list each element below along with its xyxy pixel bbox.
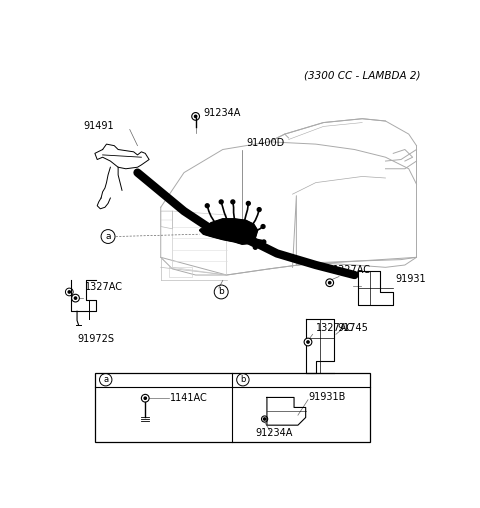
Text: 1327AC: 1327AC [85, 281, 123, 292]
Text: a: a [105, 232, 111, 241]
Text: 91400D: 91400D [246, 138, 284, 148]
Circle shape [262, 416, 268, 422]
Circle shape [307, 341, 309, 343]
Text: 1141AC: 1141AC [170, 393, 208, 403]
Text: 91745: 91745 [337, 323, 368, 333]
Text: 91972S: 91972S [77, 334, 114, 344]
Text: 1327AC: 1327AC [333, 265, 371, 275]
Text: b: b [218, 288, 224, 297]
Text: a: a [103, 375, 108, 384]
Circle shape [304, 338, 312, 346]
Circle shape [205, 204, 209, 208]
Text: 91931B: 91931B [308, 393, 346, 402]
Text: (3300 CC - LAMBDA 2): (3300 CC - LAMBDA 2) [304, 70, 420, 80]
Circle shape [261, 225, 265, 229]
Polygon shape [200, 219, 258, 244]
Circle shape [253, 245, 257, 249]
Circle shape [231, 200, 235, 204]
Text: 91491: 91491 [84, 121, 114, 132]
Bar [95, 373, 370, 442]
Text: 91931: 91931 [396, 274, 426, 284]
Circle shape [72, 294, 79, 302]
Circle shape [328, 281, 331, 284]
Circle shape [68, 291, 71, 293]
Circle shape [326, 279, 334, 287]
Circle shape [264, 418, 266, 420]
Text: 91234A: 91234A [255, 428, 293, 438]
Circle shape [144, 397, 146, 399]
Circle shape [194, 115, 197, 117]
Circle shape [257, 208, 261, 211]
Text: b: b [240, 375, 246, 384]
Circle shape [246, 202, 250, 205]
Circle shape [219, 200, 223, 204]
Circle shape [262, 240, 266, 244]
Circle shape [74, 297, 77, 299]
Text: 91234A: 91234A [204, 108, 241, 118]
Text: 1327AC: 1327AC [316, 323, 354, 333]
